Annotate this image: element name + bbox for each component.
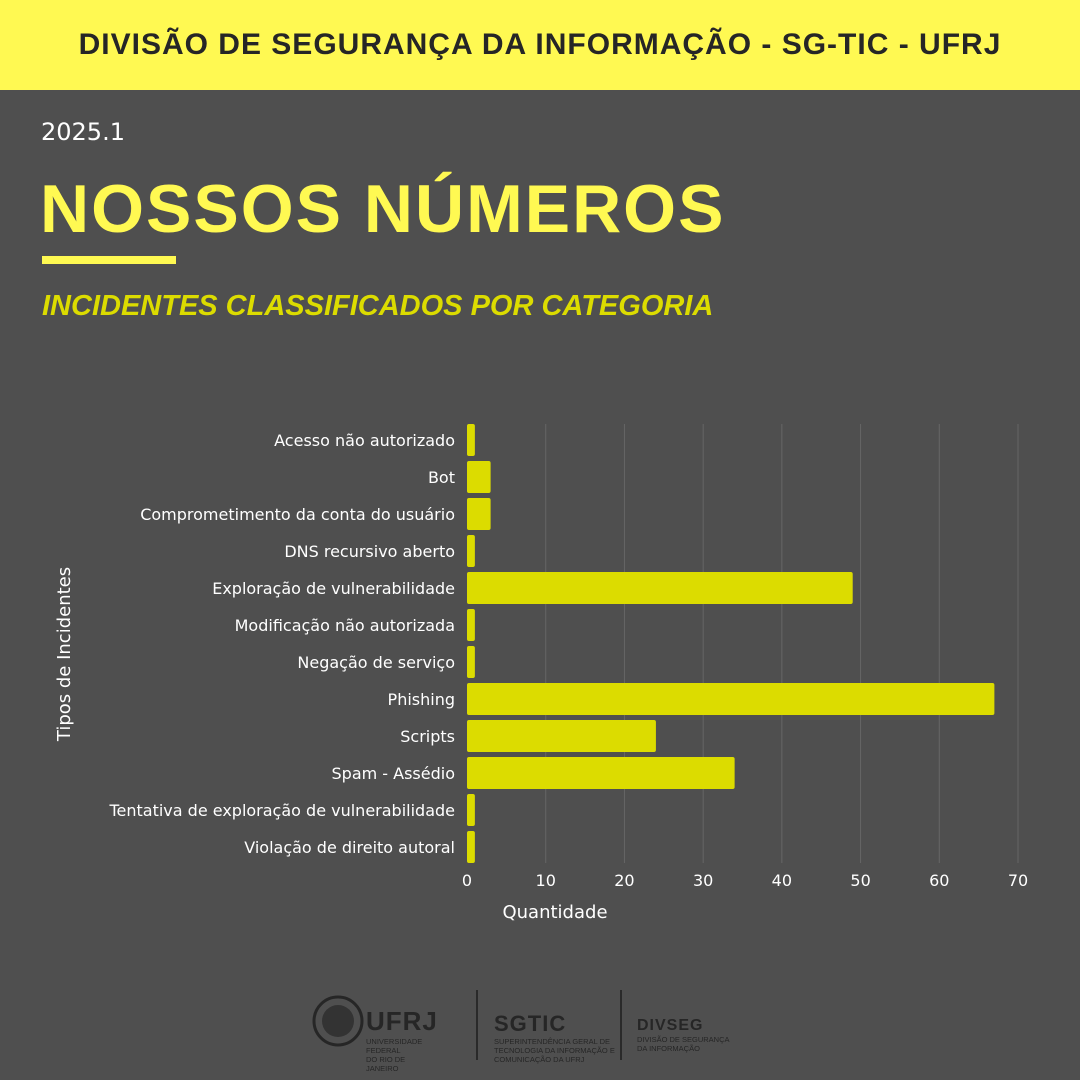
- y-tick-label: Spam - Assédio: [332, 764, 456, 783]
- y-tick-label: Comprometimento da conta do usuário: [140, 505, 455, 524]
- bar: [467, 720, 656, 752]
- x-tick-label: 50: [850, 871, 870, 890]
- y-axis-label: Tipos de Incidentes: [54, 567, 75, 742]
- y-tick-label: Exploração de vulnerabilidade: [212, 579, 455, 598]
- bar: [467, 461, 491, 493]
- y-tick-label: Scripts: [400, 727, 455, 746]
- y-tick-label: DNS recursivo aberto: [284, 542, 455, 561]
- y-tick-label: Phishing: [388, 690, 455, 709]
- period-label: 2025.1: [41, 118, 125, 146]
- bar: [467, 757, 735, 789]
- y-tick-label: Negação de serviço: [297, 653, 455, 672]
- bar: [467, 572, 853, 604]
- ufrj-emblem-icon: [312, 995, 364, 1047]
- x-tick-label: 40: [772, 871, 792, 890]
- bar: [467, 498, 491, 530]
- x-tick-label: 30: [693, 871, 713, 890]
- x-axis-label: Quantidade: [502, 902, 607, 923]
- bar: [467, 683, 995, 715]
- page-title: NOSSOS NÚMEROS: [40, 171, 726, 247]
- y-tick-label: Bot: [428, 468, 455, 487]
- divseg-logo: DIVSEG Divisão de Segurança da Informaçã…: [637, 1017, 730, 1053]
- x-tick-label: 20: [614, 871, 634, 890]
- banner-text: DIVISÃO DE SEGURANÇA DA INFORMAÇÃO - SG-…: [78, 28, 1002, 61]
- title-underline: [42, 256, 176, 264]
- x-tick-label: 60: [929, 871, 949, 890]
- bar: [467, 831, 475, 863]
- x-tick-label: 10: [536, 871, 556, 890]
- y-tick-label: Violação de direito autoral: [244, 838, 455, 857]
- divider: [620, 990, 622, 1060]
- chart-subtitle: INCIDENTES CLASSIFICADOS POR CATEGORIA: [42, 290, 714, 322]
- x-tick-label: 70: [1008, 871, 1028, 890]
- divider: [476, 990, 478, 1060]
- bar: [467, 535, 475, 567]
- bar: [467, 646, 475, 678]
- bar: [467, 794, 475, 826]
- bar: [467, 609, 475, 641]
- x-tick-label: 0: [462, 871, 472, 890]
- y-tick-label: Modificação não autorizada: [235, 616, 455, 635]
- bar: [467, 424, 475, 456]
- sgtic-logo: SGTIC Superintendência Geral de Tecnolog…: [494, 1011, 615, 1064]
- footer-logos: UFRJ Universidade Federal do Rio de Jane…: [0, 985, 1080, 1073]
- y-tick-label: Tentativa de exploração de vulnerabilida…: [108, 801, 455, 820]
- y-tick-label: Acesso não autorizado: [274, 431, 455, 450]
- header-banner: DIVISÃO DE SEGURANÇA DA INFORMAÇÃO - SG-…: [0, 0, 1080, 90]
